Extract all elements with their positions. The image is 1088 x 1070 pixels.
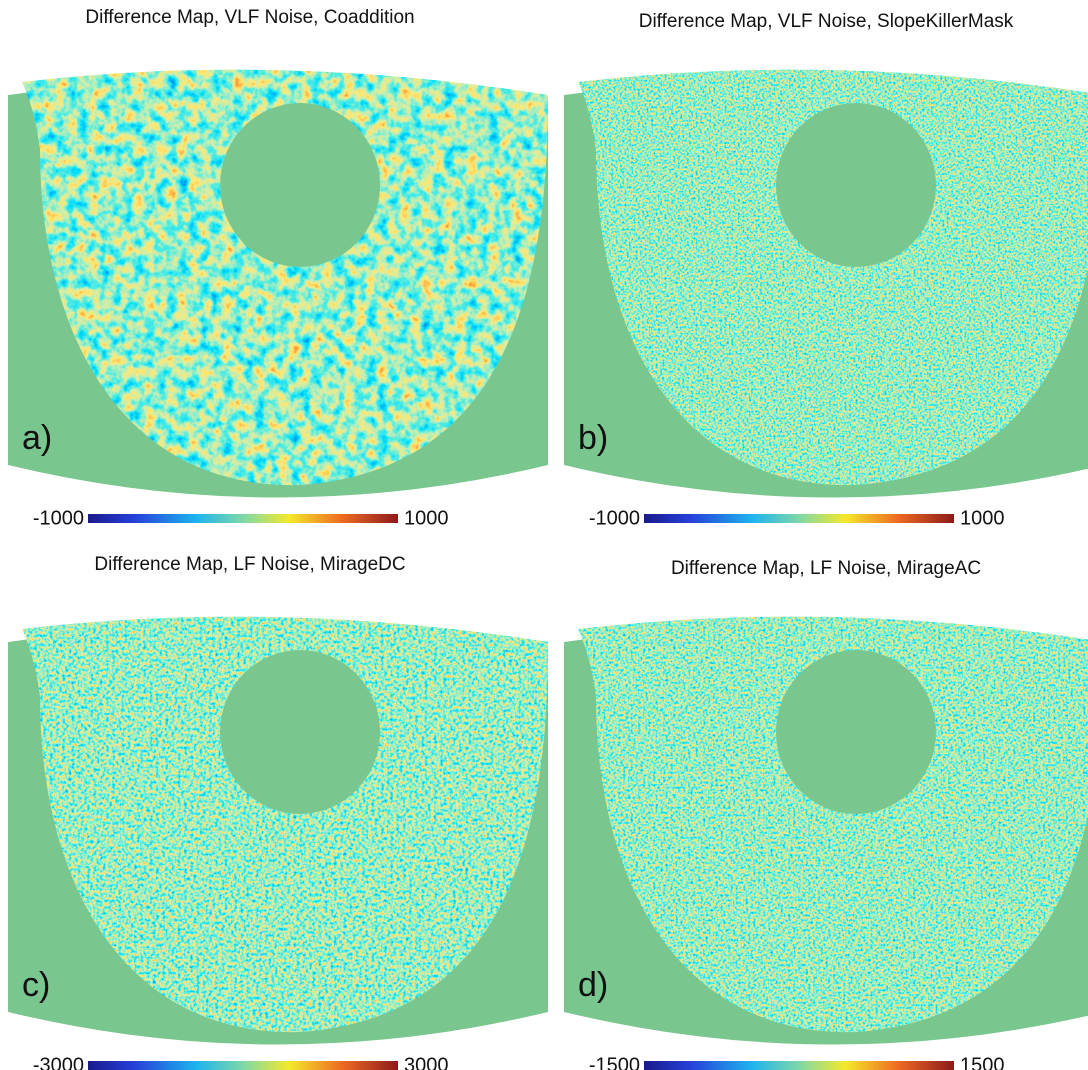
colorbar-max-label: 1500	[960, 1054, 1005, 1070]
colorbar-min-label: -3000	[33, 1054, 84, 1070]
colorbar-min-label: -1000	[589, 507, 640, 529]
panel: Difference Map, VLF Noise, Coaddition a) -…	[8, 7, 553, 529]
colorbar-max-label: 3000	[404, 1054, 449, 1070]
panel-label: a)	[22, 419, 52, 457]
panel-label: c)	[22, 966, 50, 1004]
figure: Difference Map, VLF Noise, Coaddition a) -…	[0, 0, 1088, 1070]
panel-title: Difference Map, VLF Noise, Coaddition	[85, 7, 414, 28]
colorbar	[88, 514, 398, 523]
panel: Difference Map, VLF Noise, SlopeKillerMa…	[564, 11, 1088, 529]
panel: Difference Map, LF Noise, MirageAC d) -150…	[564, 558, 1088, 1070]
colorbar-min-label: -1500	[589, 1054, 640, 1070]
colorbar-min-label: -1000	[33, 507, 84, 529]
panel-label: d)	[578, 966, 608, 1004]
panel: Difference Map, LF Noise, MirageDC c) -300…	[8, 554, 553, 1070]
colorbar-max-label: 1000	[404, 507, 449, 529]
colorbar-max-label: 1000	[960, 507, 1005, 529]
colorbar	[644, 1061, 954, 1070]
panel-label: b)	[578, 419, 608, 457]
colorbar	[88, 1061, 398, 1070]
panel-title: Difference Map, LF Noise, MirageDC	[94, 554, 405, 575]
panel-title: Difference Map, LF Noise, MirageAC	[671, 558, 981, 579]
colorbar	[644, 514, 954, 523]
panel-title: Difference Map, VLF Noise, SlopeKillerMa…	[639, 11, 1014, 32]
